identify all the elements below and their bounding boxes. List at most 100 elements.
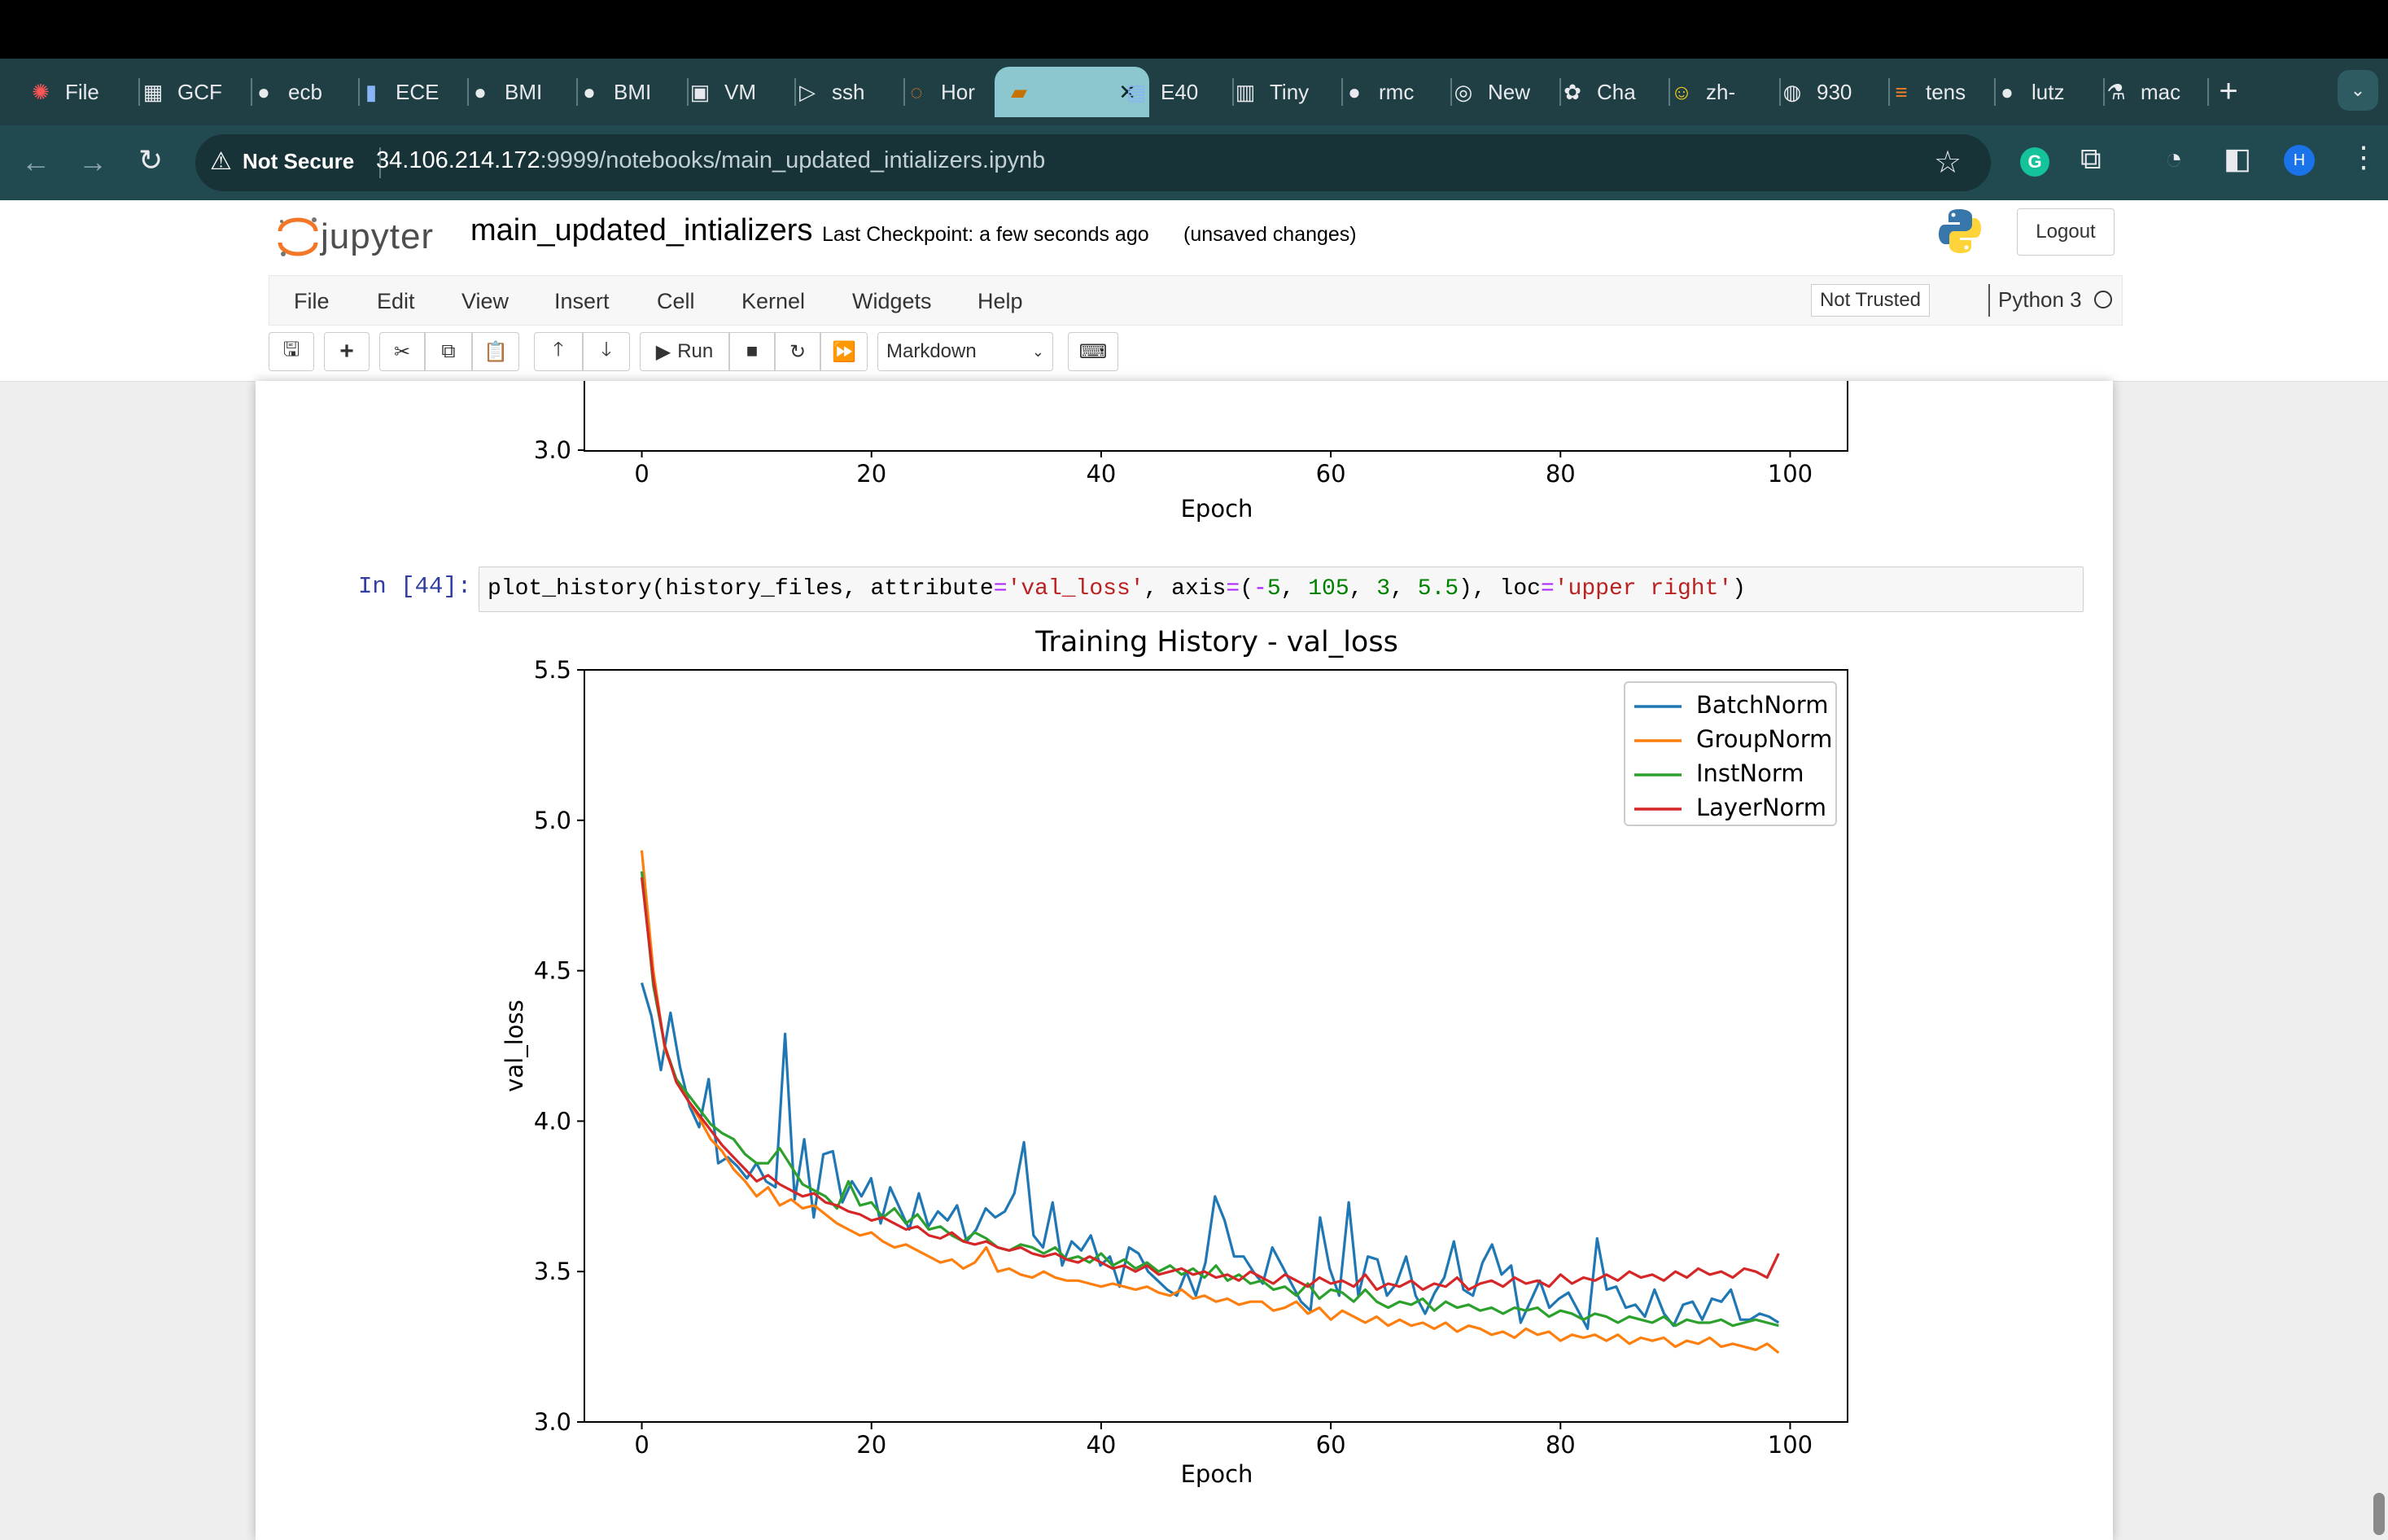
page-scrollbar-thumb[interactable]	[2373, 1493, 2385, 1535]
browser-tab[interactable]: ◌ Hor	[903, 67, 1008, 117]
back-icon[interactable]: ←	[21, 145, 50, 178]
restart-run-all-button[interactable]: ⏩	[820, 332, 868, 371]
previous-xtick-label: 40	[1086, 460, 1116, 488]
browser-tab-label: 930	[1817, 79, 1852, 104]
browser-tab[interactable]: ⚗ mac	[2103, 67, 2209, 117]
profile-avatar[interactable]: H	[2284, 145, 2315, 176]
trust-indicator[interactable]: Not Trusted	[1811, 284, 1930, 317]
menu-view[interactable]: View	[461, 289, 510, 313]
command-palette-button[interactable]: ⌨	[1068, 332, 1118, 371]
interrupt-kernel-button[interactable]: ■	[729, 332, 775, 371]
browser-tab[interactable]: ▤ E40	[1123, 67, 1234, 117]
cell-type-select[interactable]: Markdown ⌄	[877, 332, 1053, 371]
menu-cell[interactable]: Cell	[657, 289, 695, 313]
address-bar[interactable]: ⚠ Not Secure 34.106.214.172:9999/noteboo…	[195, 134, 1991, 191]
performance-icon[interactable]: ◔	[2165, 142, 2183, 175]
new-tab-button[interactable]: +	[2219, 73, 2238, 109]
browser-tab[interactable]: ● BMI	[576, 67, 689, 117]
cut-button[interactable]: ✂	[379, 332, 425, 371]
browser-tab[interactable]: ▦ GCF	[140, 67, 252, 117]
browser-menu-icon[interactable]: ⋮	[2349, 140, 2378, 173]
move-up-button[interactable]: 🡑	[534, 332, 583, 371]
browser-tab[interactable]: ☺ zh-	[1669, 67, 1781, 117]
grammarly-extension-icon[interactable]: G	[2020, 147, 2049, 177]
menu-widgets[interactable]: Widgets	[852, 289, 932, 313]
code-num3: 3	[1376, 576, 1391, 602]
previous-xtick-label: 0	[634, 460, 649, 488]
cell-prompt: In [44]:	[358, 573, 472, 600]
browser-tab[interactable]: ◎ New	[1450, 67, 1561, 117]
gcp-icon: ▦	[142, 79, 164, 104]
bar-chart-icon: ▮	[365, 79, 378, 104]
notebook-header: jupyter main_updated_intializers Last Ch…	[0, 200, 2388, 272]
reload-icon[interactable]: ↻	[138, 143, 164, 177]
previous-xlabel: Epoch	[1181, 495, 1253, 523]
browser-tab[interactable]: ≡ tens	[1888, 67, 1996, 117]
code-eq2: =	[1226, 576, 1240, 602]
paste-button[interactable]: 📋	[472, 332, 519, 371]
menu-kernel[interactable]: Kernel	[741, 289, 806, 313]
jupyter-logo[interactable]: jupyter	[273, 212, 493, 257]
ytick-label: 5.5	[534, 656, 571, 684]
browser-tab[interactable]: ▥ Tiny	[1232, 67, 1343, 117]
move-down-button[interactable]: 🡓	[583, 332, 630, 371]
browser-tab-label: zh-	[1706, 79, 1736, 104]
keyboard-icon: ⌨	[1078, 340, 1108, 363]
browser-tab[interactable]: ● rmc	[1341, 67, 1452, 117]
insert-cell-button[interactable]: +	[324, 332, 370, 371]
cell-type-value: Markdown	[886, 340, 977, 362]
browser-tab-label: File	[65, 79, 99, 104]
terminal-icon: ▷	[799, 79, 816, 104]
browser-tab[interactable]: ▣ VM	[687, 67, 796, 117]
notebook-name[interactable]: main_updated_intializers	[470, 213, 813, 247]
legend: BatchNorm GroupNorm InstNorm LayerNorm	[1624, 681, 1837, 826]
browser-tab[interactable]: ● BMI	[467, 67, 578, 117]
x-axis-label: Epoch	[1181, 1460, 1253, 1488]
tab-search-button[interactable]: ⌄	[2338, 70, 2378, 111]
code-part4: ), loc	[1459, 576, 1541, 602]
window-top-bar	[0, 0, 2388, 59]
previous-xtick-label: 100	[1768, 460, 1813, 488]
menu-insert[interactable]: Insert	[554, 289, 610, 313]
menu-bar: File Edit View Insert Cell Kernel Widget…	[269, 275, 2123, 326]
browser-tab[interactable]: ▰ ✕	[995, 67, 1149, 117]
browser-tab[interactable]: ◍ 930	[1779, 67, 1890, 117]
bookmark-star-icon[interactable]: ☆	[1934, 146, 1962, 180]
browser-tab[interactable]: ✿ Cha	[1559, 67, 1670, 117]
run-button[interactable]: ▶ Run	[640, 332, 729, 371]
menu-file[interactable]: File	[294, 289, 330, 313]
xtick-label: 80	[1546, 1431, 1576, 1459]
code-fn: plot_history(history_files, attribute	[488, 576, 994, 602]
menu-edit[interactable]: Edit	[377, 289, 415, 313]
series-line-instnorm	[640, 871, 1779, 1328]
close-tab-icon[interactable]: ✕	[1118, 79, 1136, 104]
forward-icon[interactable]: →	[78, 145, 107, 178]
stackoverflow-icon: ≡	[1895, 79, 1908, 104]
github-icon: ●	[257, 79, 270, 104]
browser-tab[interactable]: ▮ ECE	[358, 67, 469, 117]
browser-tab[interactable]: ● lutz	[1994, 67, 2105, 117]
extensions-puzzle-icon[interactable]: ⧉	[2080, 142, 2102, 175]
copy-button[interactable]: ⧉	[425, 332, 472, 371]
restart-kernel-button[interactable]: ↻	[775, 332, 820, 371]
logout-button[interactable]: Logout	[2017, 208, 2115, 256]
copy-icon: ⧉	[441, 340, 456, 362]
side-panel-icon[interactable]: ◧	[2224, 142, 2252, 175]
browser-tab-label: E40	[1161, 79, 1199, 104]
browser-tab[interactable]: ● ecb	[251, 67, 360, 117]
browser-tab-label: rmc	[1379, 79, 1415, 104]
book-icon: ▰	[1011, 79, 1027, 104]
docs-icon: ▤	[1126, 79, 1147, 104]
browser-tab[interactable]: ▷ ssh	[794, 67, 905, 117]
code-cell-input[interactable]: plot_history(history_files, attribute='v…	[479, 567, 2084, 612]
arrow-up-icon: 🡑	[553, 338, 564, 361]
previous-chart-tail: 3.0 0 20 40 60 80 100 Epoch	[534, 381, 1848, 523]
browser-tab-label: ssh	[832, 79, 865, 104]
browser-tab[interactable]: ✺ File	[28, 67, 140, 117]
menu-help[interactable]: Help	[978, 289, 1023, 313]
notebook-toolbar: 🖫 + ✂ ⧉ 📋 🡑 🡓 ▶ Run ■ ↻ ⏩ Markdown ⌄ ⌨	[0, 327, 2388, 382]
restart-icon: ↻	[789, 340, 807, 363]
val-loss-chart: Training History - val_loss 0 20 40 60 80 100…	[501, 626, 1848, 1488]
save-button[interactable]: 🖫	[269, 332, 314, 371]
xtick-label: 40	[1086, 1431, 1116, 1459]
